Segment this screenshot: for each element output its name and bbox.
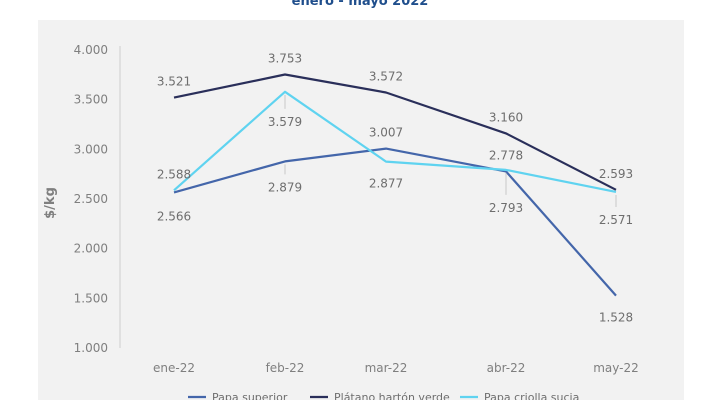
data-label: 2.566 bbox=[157, 209, 191, 223]
y-tick-label: 2.500 bbox=[74, 192, 108, 206]
data-label: 2.877 bbox=[369, 177, 403, 191]
data-label: 3.160 bbox=[489, 110, 523, 124]
legend-item-0: Papa superior bbox=[188, 391, 288, 400]
data-label: 3.572 bbox=[369, 70, 403, 84]
y-tick-label: 3.500 bbox=[74, 93, 108, 107]
chart-panel: 1.000 1.500 2.000 2.500 3.000 3.500 4.000 ene-… bbox=[38, 20, 684, 400]
data-label: 2.778 bbox=[489, 148, 523, 162]
legend: Papa superior Plátano hartón verde Papa cr… bbox=[188, 391, 579, 400]
y-tick-label: 1.000 bbox=[74, 341, 108, 355]
data-label: 2.571 bbox=[599, 213, 633, 227]
y-axis-label: $/kg bbox=[43, 187, 58, 219]
y-tick-labels: 1.000 1.500 2.000 2.500 3.000 3.500 4.000 bbox=[74, 43, 108, 355]
line-chart: 1.000 1.500 2.000 2.500 3.000 3.500 4.000 ene-… bbox=[43, 43, 639, 400]
x-tick-label: feb-22 bbox=[266, 361, 305, 375]
data-label: 2.879 bbox=[268, 180, 302, 194]
data-labels: 2.566 2.879 3.007 2.778 1.528 3.521 3.753 3.572… bbox=[157, 52, 633, 325]
y-tick-label: 2.000 bbox=[74, 242, 108, 256]
data-label: 2.793 bbox=[489, 201, 523, 215]
x-tick-label: abr-22 bbox=[487, 361, 526, 375]
legend-label: Papa superior bbox=[212, 391, 288, 400]
series-line-0 bbox=[173, 147, 617, 297]
legend-label: Plátano hartón verde bbox=[334, 391, 450, 400]
y-tick-label: 1.500 bbox=[74, 291, 108, 305]
x-tick-label: mar-22 bbox=[365, 361, 408, 375]
x-tick-label: may-22 bbox=[593, 361, 639, 375]
data-label: 3.007 bbox=[369, 126, 403, 140]
y-tick-label: 3.000 bbox=[74, 142, 108, 156]
legend-item-2: Papa criolla sucia bbox=[460, 391, 579, 400]
legend-item-1: Plátano hartón verde bbox=[310, 391, 450, 400]
y-tick-label: 4.000 bbox=[74, 43, 108, 57]
data-label: 3.753 bbox=[268, 52, 302, 66]
series-lines bbox=[173, 73, 617, 297]
data-label: 1.528 bbox=[599, 311, 633, 325]
data-label: 3.579 bbox=[268, 115, 302, 129]
data-label: 2.593 bbox=[599, 167, 633, 181]
series-line-1 bbox=[173, 73, 617, 191]
data-label: 2.588 bbox=[157, 167, 191, 181]
legend-label: Papa criolla sucia bbox=[484, 391, 579, 400]
x-tick-labels: ene-22 feb-22 mar-22 abr-22 may-22 bbox=[153, 361, 639, 375]
data-label: 3.521 bbox=[157, 75, 191, 89]
x-tick-label: ene-22 bbox=[153, 361, 195, 375]
label-leader-lines bbox=[284, 94, 617, 207]
series-line-2 bbox=[173, 90, 617, 193]
chart-subtitle: enero - mayo 2022 bbox=[291, 0, 429, 9]
